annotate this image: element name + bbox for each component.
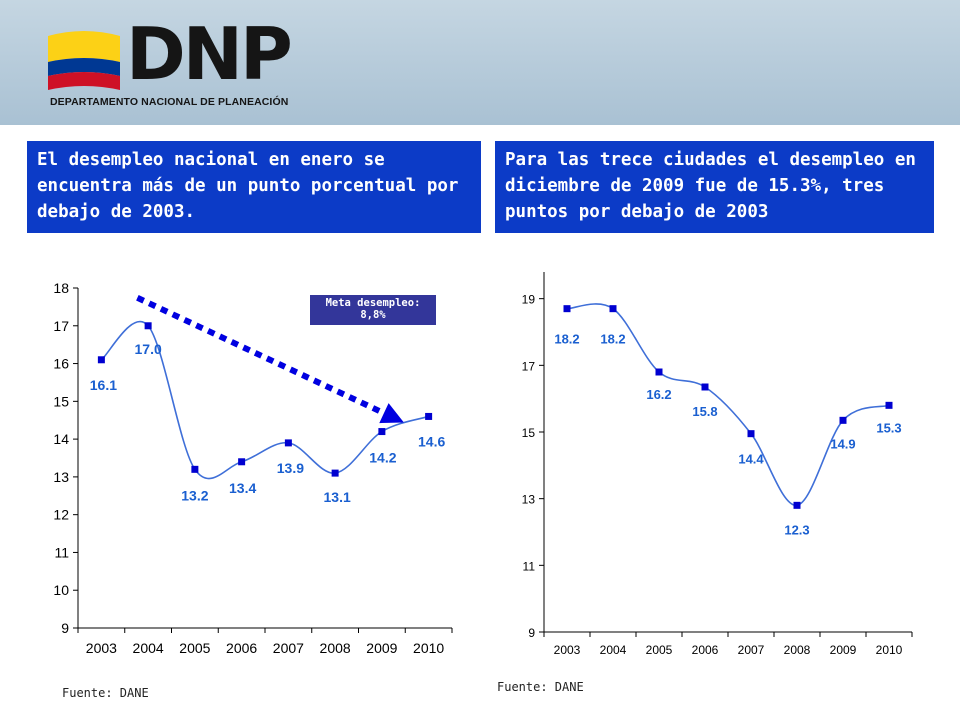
x-tick-label: 2009 — [366, 640, 397, 656]
x-tick-label: 2003 — [86, 640, 117, 656]
y-tick-label: 17 — [522, 359, 536, 373]
y-tick-label: 9 — [528, 626, 535, 640]
x-tick-label: 2007 — [273, 640, 304, 656]
data-point-marker — [839, 416, 847, 424]
series-line — [566, 303, 890, 507]
data-point-marker — [747, 430, 755, 438]
data-label: 16.1 — [90, 377, 117, 393]
data-point-marker — [609, 305, 617, 313]
data-label: 14.4 — [738, 452, 764, 467]
data-label: 13.1 — [324, 489, 351, 505]
logo-subtitle: DEPARTAMENTO NACIONAL DE PLANEACIÓN — [50, 96, 289, 108]
y-tick-label: 19 — [522, 293, 536, 307]
x-tick-label: 2008 — [320, 640, 351, 656]
y-tick-label: 14 — [53, 431, 69, 447]
data-label: 15.8 — [692, 404, 717, 419]
source-left: Fuente: DANE — [62, 686, 149, 700]
data-point-marker — [793, 501, 801, 509]
data-label: 18.2 — [554, 332, 579, 347]
y-tick-label: 9 — [61, 620, 69, 636]
x-tick-label: 2005 — [646, 643, 673, 657]
data-label: 13.4 — [229, 480, 256, 496]
data-label: 17.0 — [135, 341, 162, 357]
x-tick-label: 2006 — [692, 643, 719, 657]
y-tick-label: 12 — [53, 507, 69, 523]
data-point-marker — [655, 368, 663, 376]
x-tick-label: 2007 — [738, 643, 765, 657]
x-tick-label: 2004 — [600, 643, 627, 657]
data-point-marker — [191, 465, 199, 473]
colombia-flag-icon — [48, 31, 120, 90]
y-tick-label: 16 — [53, 356, 69, 372]
x-tick-label: 2008 — [784, 643, 811, 657]
trend-arrow-head — [379, 403, 404, 424]
source-right: Fuente: DANE — [497, 680, 584, 694]
data-label: 12.3 — [784, 522, 809, 537]
y-tick-label: 11 — [54, 544, 69, 560]
x-tick-label: 2003 — [554, 643, 581, 657]
y-tick-label: 11 — [523, 559, 536, 573]
y-tick-label: 10 — [53, 582, 69, 598]
unemployment-goal-annotation: Meta desempleo: 8,8% — [310, 295, 436, 325]
right-headline-box: Para las trece ciudades el desempleo en … — [495, 141, 934, 233]
y-tick-label: 18 — [53, 280, 69, 296]
data-point-marker — [563, 305, 571, 313]
data-point-marker — [144, 322, 152, 330]
data-point-marker — [284, 439, 292, 447]
trend-arrow-line — [136, 295, 386, 416]
data-label: 14.2 — [369, 450, 396, 466]
data-point-marker — [425, 412, 433, 420]
data-label: 13.2 — [181, 487, 208, 503]
left-headline-box: El desempleo nacional en enero se encuen… — [27, 141, 481, 233]
y-tick-label: 17 — [53, 318, 69, 334]
y-tick-label: 13 — [522, 493, 536, 507]
y-tick-label: 15 — [522, 426, 536, 440]
y-tick-label: 13 — [53, 469, 69, 485]
data-label: 13.9 — [277, 460, 304, 476]
y-tick-label: 15 — [53, 393, 69, 409]
data-point-marker — [885, 401, 893, 409]
x-tick-label: 2004 — [133, 640, 164, 656]
x-tick-label: 2010 — [413, 640, 444, 656]
header-bar: DNP DEPARTAMENTO NACIONAL DE PLANEACIÓN — [0, 0, 960, 125]
x-tick-label: 2010 — [876, 643, 903, 657]
data-point-marker — [378, 428, 386, 436]
data-label: 14.9 — [830, 436, 855, 451]
data-point-marker — [331, 469, 339, 477]
x-tick-label: 2005 — [179, 640, 210, 656]
x-tick-label: 2006 — [226, 640, 257, 656]
data-point-marker — [238, 458, 246, 466]
data-point-marker — [701, 383, 709, 391]
data-label: 14.6 — [418, 433, 445, 449]
x-tick-label: 2009 — [830, 643, 857, 657]
annotation-line1: Meta desempleo: — [325, 297, 421, 309]
data-point-marker — [97, 356, 105, 364]
data-label: 16.2 — [646, 387, 671, 402]
data-label: 15.3 — [876, 420, 901, 435]
logo-text: DNP — [126, 12, 293, 96]
data-label: 18.2 — [600, 332, 625, 347]
annotation-line2: 8,8% — [360, 309, 386, 321]
